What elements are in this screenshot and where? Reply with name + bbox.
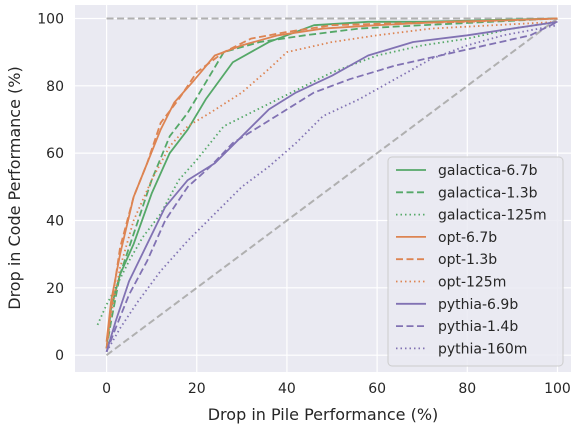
y-tick-label: 0 — [55, 348, 64, 364]
x-tick-label: 40 — [278, 381, 296, 397]
legend-label: pythia-1.4b — [438, 319, 518, 335]
series-line-galactica-125m — [96, 20, 558, 326]
y-axis-label: Drop in Code Performance (%) — [5, 66, 24, 309]
series-line-galactica-6.7b — [105, 17, 558, 349]
series-lines — [96, 17, 558, 353]
legend-label: opt-125m — [438, 275, 506, 291]
legend: galactica-6.7b galactica-1.3b galactica-12… — [387, 156, 564, 367]
reference-lines — [105, 17, 559, 356]
series-line-pythia-1.4b — [105, 21, 558, 353]
y-tick-label: 60 — [46, 146, 64, 162]
legend-label: pythia-160m — [438, 341, 527, 357]
legend-label: galactica-1.3b — [438, 185, 538, 201]
x-tick-label: 20 — [188, 381, 206, 397]
legend-label: opt-1.3b — [438, 252, 497, 268]
legend-label: pythia-6.9b — [438, 297, 518, 313]
x-tick-label: 60 — [368, 381, 386, 397]
legend-label: galactica-125m — [438, 208, 547, 224]
y-tick-label: 80 — [46, 79, 64, 95]
legend-box — [387, 156, 564, 367]
x-tick-labels: 0 20 40 60 80 100 — [102, 381, 571, 397]
x-tick-label: 0 — [102, 381, 111, 397]
y-tick-labels: 0 20 40 60 80 100 — [37, 11, 64, 364]
series-line-pythia-6.9b — [105, 20, 558, 353]
legend-label: galactica-6.7b — [438, 163, 538, 179]
x-tick-label: 80 — [458, 381, 476, 397]
legend-label: opt-6.7b — [438, 230, 497, 246]
x-tick-label: 100 — [544, 381, 571, 397]
y-tick-label: 20 — [46, 281, 64, 297]
y-tick-label: 100 — [37, 11, 64, 27]
series-line-opt-1.3b — [105, 17, 558, 349]
x-axis-label: Drop in Pile Performance (%) — [208, 405, 439, 424]
series-line-galactica-1.3b — [105, 17, 558, 349]
y-tick-label: 40 — [46, 213, 64, 229]
series-line-pythia-160m — [105, 24, 558, 353]
reference-line — [105, 17, 559, 356]
